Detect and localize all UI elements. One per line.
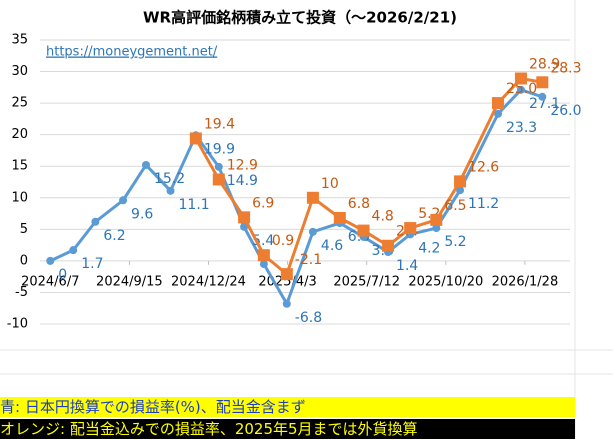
- data-label: 1.7: [81, 256, 103, 272]
- data-label: -6.8: [295, 310, 322, 326]
- marker: [306, 191, 319, 204]
- y-tick-label: 10: [11, 190, 28, 205]
- y-tick-label: 5: [20, 222, 28, 237]
- marker: [430, 213, 443, 226]
- x-tick-label: 2024/12/24: [171, 274, 246, 289]
- marker: [308, 227, 317, 236]
- marker: [456, 186, 465, 195]
- data-label: 19.4: [204, 116, 235, 132]
- marker: [333, 211, 346, 224]
- x-tick-label: 2024/6/7: [21, 274, 79, 289]
- marker: [516, 85, 525, 94]
- annotation: https://moneygement.net/: [46, 45, 218, 60]
- data-label: 12.6: [468, 159, 499, 175]
- data-label: 4.2: [418, 240, 440, 256]
- marker: [166, 186, 175, 195]
- data-label: 26.0: [550, 103, 581, 119]
- marker: [432, 224, 441, 233]
- marker: [382, 239, 395, 252]
- data-label: 1.4: [396, 258, 418, 274]
- y-tick-label: 15: [11, 159, 28, 174]
- data-label: -2.1: [295, 252, 322, 268]
- marker: [538, 92, 547, 101]
- data-label: 12.9: [227, 157, 258, 173]
- marker: [492, 97, 505, 110]
- data-label: 6.8: [348, 196, 370, 212]
- data-label: 6.5: [444, 198, 466, 214]
- marker: [280, 268, 293, 281]
- data-label: 25.0: [506, 81, 537, 97]
- legend-orange: オレンジ: 配当金込みでの損益率、2025年5月までは外貨換算: [0, 419, 575, 439]
- data-label: 28.3: [550, 60, 581, 76]
- marker: [536, 76, 549, 89]
- y-tick-label: -5: [15, 285, 28, 300]
- marker: [214, 162, 223, 171]
- marker: [257, 249, 270, 262]
- marker: [69, 246, 78, 255]
- marker: [46, 256, 55, 265]
- marker: [119, 196, 128, 205]
- x-tick-label: 2026/1/28: [492, 274, 559, 289]
- marker: [282, 299, 291, 308]
- data-label: 15.2: [154, 171, 185, 187]
- marker: [212, 173, 225, 186]
- y-tick-label: -10: [7, 317, 28, 332]
- x-tick-label: 2025/7/12: [333, 274, 400, 289]
- y-tick-label: 0: [20, 253, 28, 268]
- data-label: 9.6: [131, 206, 153, 222]
- data-label: 5.2: [444, 234, 466, 250]
- data-label: 11.2: [468, 196, 499, 212]
- marker: [454, 175, 467, 188]
- data-label: 23.3: [506, 120, 537, 136]
- marker: [91, 217, 100, 226]
- y-tick-label: 20: [11, 127, 28, 142]
- marker: [494, 109, 503, 118]
- legend-blue: 青: 日本円換算での損益率(%)、配当金含まず: [0, 397, 575, 417]
- x-tick-label: 2025/10/20: [408, 274, 483, 289]
- marker: [404, 222, 417, 235]
- y-tick-label: 30: [11, 64, 28, 79]
- data-label: 0.9: [272, 233, 294, 249]
- marker: [189, 132, 202, 145]
- data-label: 4.6: [321, 238, 343, 254]
- marker: [142, 160, 150, 169]
- data-label: 6.2: [103, 228, 125, 244]
- chart-title: WR高評価銘柄積み立て投資（～2026/2/21): [143, 9, 457, 27]
- marker: [514, 72, 527, 85]
- data-label: 28.9: [529, 56, 560, 72]
- marker: [238, 211, 251, 224]
- marker: [357, 224, 370, 237]
- y-tick-label: 35: [11, 33, 28, 48]
- data-label: 14.9: [227, 173, 258, 189]
- data-label: 10: [321, 176, 339, 192]
- data-label: 19.9: [204, 141, 235, 157]
- data-label: 4.8: [372, 209, 394, 225]
- data-label: 11.1: [179, 197, 210, 213]
- data-label: 27.1: [529, 96, 560, 112]
- marker: [240, 222, 249, 231]
- data-label: 6.9: [252, 195, 274, 211]
- x-tick-label: 2024/9/15: [96, 274, 163, 289]
- marker: [259, 260, 268, 269]
- data-label: 0: [58, 267, 67, 283]
- y-tick-label: 25: [11, 96, 28, 111]
